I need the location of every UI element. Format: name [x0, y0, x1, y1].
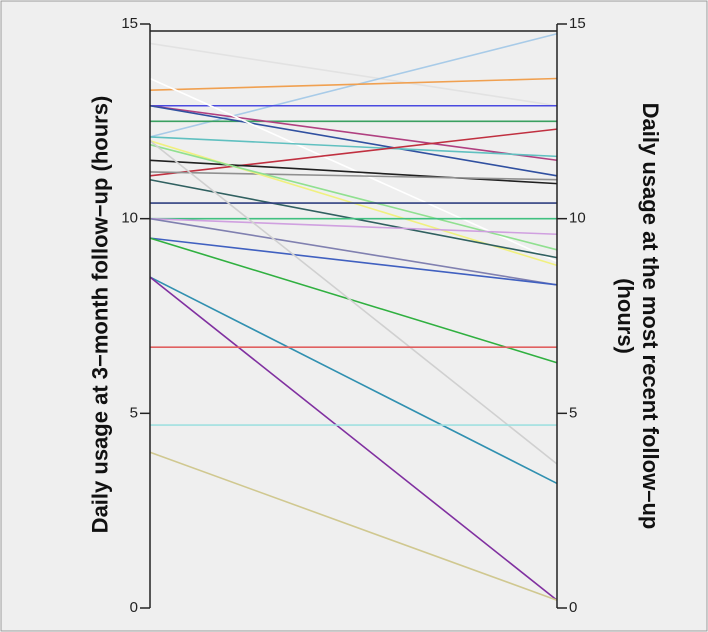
slope-line: [149, 136, 558, 158]
y2-tick-label: 15: [569, 15, 586, 32]
slope-line: [149, 32, 558, 138]
slope-line: [149, 171, 558, 181]
y2-tick-label: 5: [569, 404, 577, 421]
y2-tick-label: 0: [569, 599, 577, 616]
slope-line: [149, 217, 558, 236]
y-tick-label: 0: [130, 599, 138, 616]
slope-line: [149, 77, 558, 91]
y2-axis-label: Daily usage at the most recent follow–up…: [613, 102, 663, 530]
slope-line: [149, 42, 558, 107]
slope-line: [149, 237, 558, 364]
slope-line: [149, 217, 558, 286]
slope-line: [149, 159, 558, 185]
y2-tick-label: 10: [569, 210, 586, 227]
y-axis-label: Daily usage at 3−month follow−up (hours): [87, 95, 113, 534]
y-tick-label: 10: [121, 210, 138, 227]
slope-line: [149, 104, 558, 162]
slope-line: [149, 451, 558, 601]
slope-line: [149, 237, 558, 286]
slope-line: [149, 140, 558, 465]
slope-line: [149, 104, 558, 177]
slope-line: [149, 128, 558, 177]
y-tick-label: 5: [130, 404, 138, 421]
slope-line: [149, 276, 558, 601]
y-tick-label: 15: [121, 15, 138, 32]
slope-line: [149, 276, 558, 485]
